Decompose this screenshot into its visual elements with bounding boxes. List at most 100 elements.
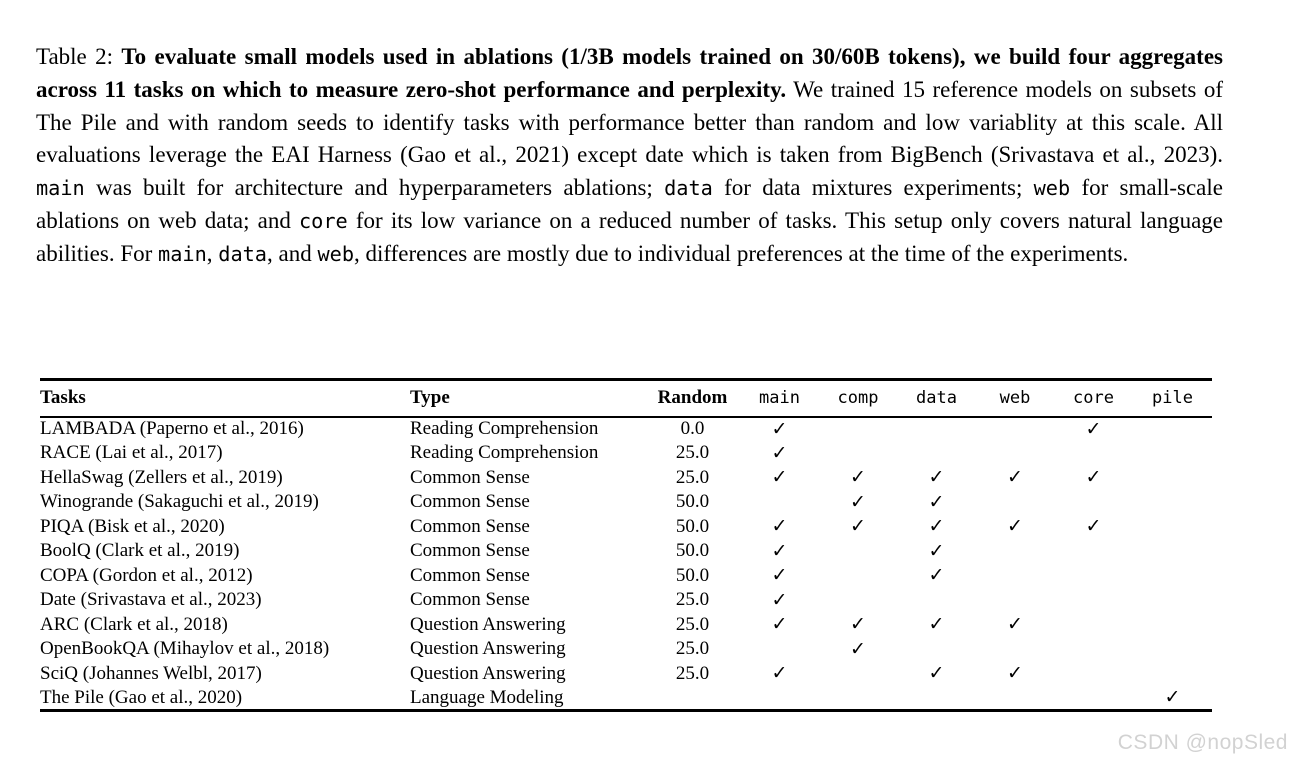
check-cell-comp: ✓ bbox=[819, 466, 897, 491]
check-cell-data: ✓ bbox=[897, 564, 976, 589]
check-cell-core bbox=[1054, 588, 1133, 613]
table-row: LAMBADA (Paperno et al., 2016) Reading Co… bbox=[40, 417, 1212, 442]
table-header-row: Tasks Type Random main comp data web core pile bbox=[40, 380, 1212, 417]
column-header-random: Random bbox=[657, 387, 728, 409]
type-cell: Common Sense bbox=[410, 540, 530, 562]
check-cell-comp bbox=[819, 686, 897, 711]
check-cell-web bbox=[976, 539, 1054, 564]
type-cell: Reading Comprehension bbox=[410, 418, 599, 440]
check-cell-comp: ✓ bbox=[819, 515, 897, 540]
check-cell-comp bbox=[819, 441, 897, 466]
checkmark-icon: ✓ bbox=[928, 467, 945, 489]
checkmark-icon: ✓ bbox=[771, 589, 788, 611]
check-cell-main: ✓ bbox=[740, 515, 819, 540]
check-cell-core: ✓ bbox=[1054, 515, 1133, 540]
check-cell-data bbox=[897, 417, 976, 442]
checkmark-icon: ✓ bbox=[928, 491, 945, 513]
type-cell: Common Sense bbox=[410, 589, 530, 611]
checkmark-icon: ✓ bbox=[850, 491, 866, 513]
check-cell-data: ✓ bbox=[897, 662, 976, 687]
table-row: ARC (Clark et al., 2018) Question Answeri… bbox=[40, 613, 1212, 638]
table-row: COPA (Gordon et al., 2012) Common Sense 50… bbox=[40, 564, 1212, 589]
checkmark-icon: ✓ bbox=[850, 638, 866, 660]
check-cell-web: ✓ bbox=[976, 613, 1054, 638]
check-cell-data bbox=[897, 441, 976, 466]
check-cell-main: ✓ bbox=[740, 564, 819, 589]
type-cell: Common Sense bbox=[410, 564, 530, 586]
check-cell-data: ✓ bbox=[897, 515, 976, 540]
check-cell-core: ✓ bbox=[1054, 466, 1133, 491]
check-cell-comp bbox=[819, 564, 897, 589]
column-header-data: data bbox=[916, 388, 957, 409]
checkmark-icon: ✓ bbox=[771, 418, 788, 440]
column-header-main: main bbox=[759, 388, 800, 409]
checkmark-icon: ✓ bbox=[771, 467, 788, 489]
check-cell-pile bbox=[1133, 490, 1212, 515]
check-cell-data: ✓ bbox=[897, 466, 976, 491]
check-cell-main: ✓ bbox=[740, 466, 819, 491]
check-cell-main bbox=[740, 637, 819, 662]
checkmark-icon: ✓ bbox=[928, 663, 945, 685]
column-header-core: core bbox=[1073, 388, 1114, 409]
check-cell-data: ✓ bbox=[897, 613, 976, 638]
check-cell-core bbox=[1054, 662, 1133, 687]
check-cell-core bbox=[1054, 637, 1133, 662]
type-cell: Common Sense bbox=[410, 515, 530, 537]
check-cell-pile bbox=[1133, 613, 1212, 638]
caption-segment: was built for architecture and hyperpara… bbox=[84, 175, 665, 201]
type-cell: Common Sense bbox=[410, 466, 530, 488]
random-cell: 50.0 bbox=[675, 515, 710, 537]
check-cell-core bbox=[1054, 613, 1133, 638]
check-cell-pile bbox=[1133, 662, 1212, 687]
check-cell-web: ✓ bbox=[976, 662, 1054, 687]
random-cell: 50.0 bbox=[675, 540, 710, 562]
column-header-web: web bbox=[999, 388, 1031, 409]
caption-segment: main bbox=[158, 241, 207, 266]
random-cell: 25.0 bbox=[675, 466, 710, 488]
table-row: RACE (Lai et al., 2017) Reading Comprehen… bbox=[40, 441, 1212, 466]
caption-segment: for small-scale ablations on web data; a… bbox=[36, 175, 1223, 233]
check-cell-data: ✓ bbox=[897, 490, 976, 515]
task-cell: LAMBADA (Paperno et al., 2016) bbox=[40, 418, 304, 440]
caption-segment: web bbox=[317, 241, 355, 266]
check-cell-core bbox=[1054, 686, 1133, 711]
check-cell-data bbox=[897, 588, 976, 613]
checkmark-icon: ✓ bbox=[771, 565, 788, 587]
check-cell-main: ✓ bbox=[740, 539, 819, 564]
caption-segment: Table 2: bbox=[36, 44, 122, 69]
checkmark-icon: ✓ bbox=[928, 565, 945, 587]
random-cell: 25.0 bbox=[675, 662, 710, 684]
checkmark-icon: ✓ bbox=[928, 614, 945, 636]
caption-segment: , bbox=[206, 240, 219, 266]
check-cell-main bbox=[740, 686, 819, 711]
random-cell: 50.0 bbox=[675, 564, 710, 586]
check-cell-main: ✓ bbox=[740, 417, 819, 442]
checkmark-icon: ✓ bbox=[771, 663, 788, 685]
type-cell: Reading Comprehension bbox=[410, 442, 599, 464]
random-cell bbox=[645, 686, 740, 711]
check-cell-web: ✓ bbox=[976, 466, 1054, 491]
check-cell-core bbox=[1054, 441, 1133, 466]
caption-segment: data bbox=[664, 176, 713, 201]
check-cell-pile bbox=[1133, 515, 1212, 540]
checkmark-icon: ✓ bbox=[928, 540, 945, 562]
check-cell-web bbox=[976, 490, 1054, 515]
random-cell: 25.0 bbox=[675, 638, 710, 660]
watermark: CSDN @nopSled bbox=[1117, 731, 1288, 754]
caption-segment: core bbox=[299, 208, 348, 233]
table-row: PIQA (Bisk et al., 2020) Common Sense 50.0… bbox=[40, 515, 1212, 540]
table-row: SciQ (Johannes Welbl, 2017) Question Answ… bbox=[40, 662, 1212, 687]
check-cell-web bbox=[976, 417, 1054, 442]
check-cell-data: ✓ bbox=[897, 539, 976, 564]
caption-segment: for data mixtures experiments; bbox=[712, 175, 1034, 201]
check-cell-data bbox=[897, 686, 976, 711]
check-cell-main: ✓ bbox=[740, 613, 819, 638]
caption-segment: data bbox=[218, 241, 267, 266]
check-cell-pile bbox=[1133, 588, 1212, 613]
table-row: Date (Srivastava et al., 2023) Common Sen… bbox=[40, 588, 1212, 613]
table-row: HellaSwag (Zellers et al., 2019) Common S… bbox=[40, 466, 1212, 491]
type-cell: Question Answering bbox=[410, 613, 566, 635]
type-cell: Question Answering bbox=[410, 662, 566, 684]
check-cell-web bbox=[976, 564, 1054, 589]
checkmark-icon: ✓ bbox=[771, 540, 788, 562]
